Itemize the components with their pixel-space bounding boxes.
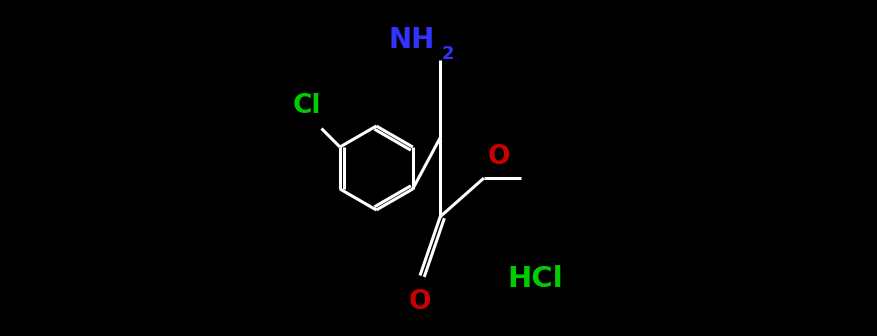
Text: 2: 2 bbox=[442, 45, 454, 63]
Text: O: O bbox=[488, 144, 510, 170]
Text: Cl: Cl bbox=[292, 93, 321, 119]
Text: NH: NH bbox=[389, 26, 435, 54]
Text: O: O bbox=[409, 289, 431, 315]
Text: HCl: HCl bbox=[507, 265, 563, 293]
